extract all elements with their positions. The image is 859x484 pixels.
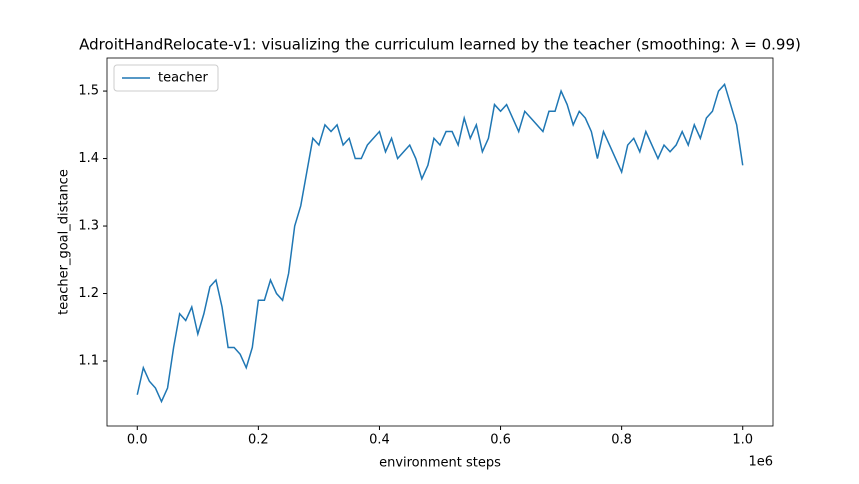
x-offset-label: 1e6 (748, 455, 773, 470)
y-tick-label: 1.3 (78, 219, 99, 234)
axes-frame (106, 57, 774, 427)
y-axis-label: teacher_goal_distance (57, 169, 72, 315)
x-tick-label: 0.8 (611, 433, 632, 448)
x-tick-label: 1.0 (732, 433, 753, 448)
legend-label: teacher (158, 71, 208, 86)
chart-title: AdroitHandRelocate-v1: visualizing the c… (79, 36, 801, 54)
y-tick-label: 1.5 (78, 84, 99, 99)
y-tick-label: 1.1 (78, 354, 99, 369)
line (136, 82, 744, 404)
x-tick-label: 0.2 (248, 433, 269, 448)
x-tick-label: 0.6 (490, 433, 511, 448)
x-tick-label: 0.0 (127, 433, 148, 448)
legend-box (113, 64, 219, 92)
x-axis-label: environment steps (379, 456, 501, 471)
x-tick-label: 0.4 (369, 433, 390, 448)
y-tick-label: 1.2 (78, 286, 99, 301)
y-tick-label: 1.4 (78, 151, 99, 166)
